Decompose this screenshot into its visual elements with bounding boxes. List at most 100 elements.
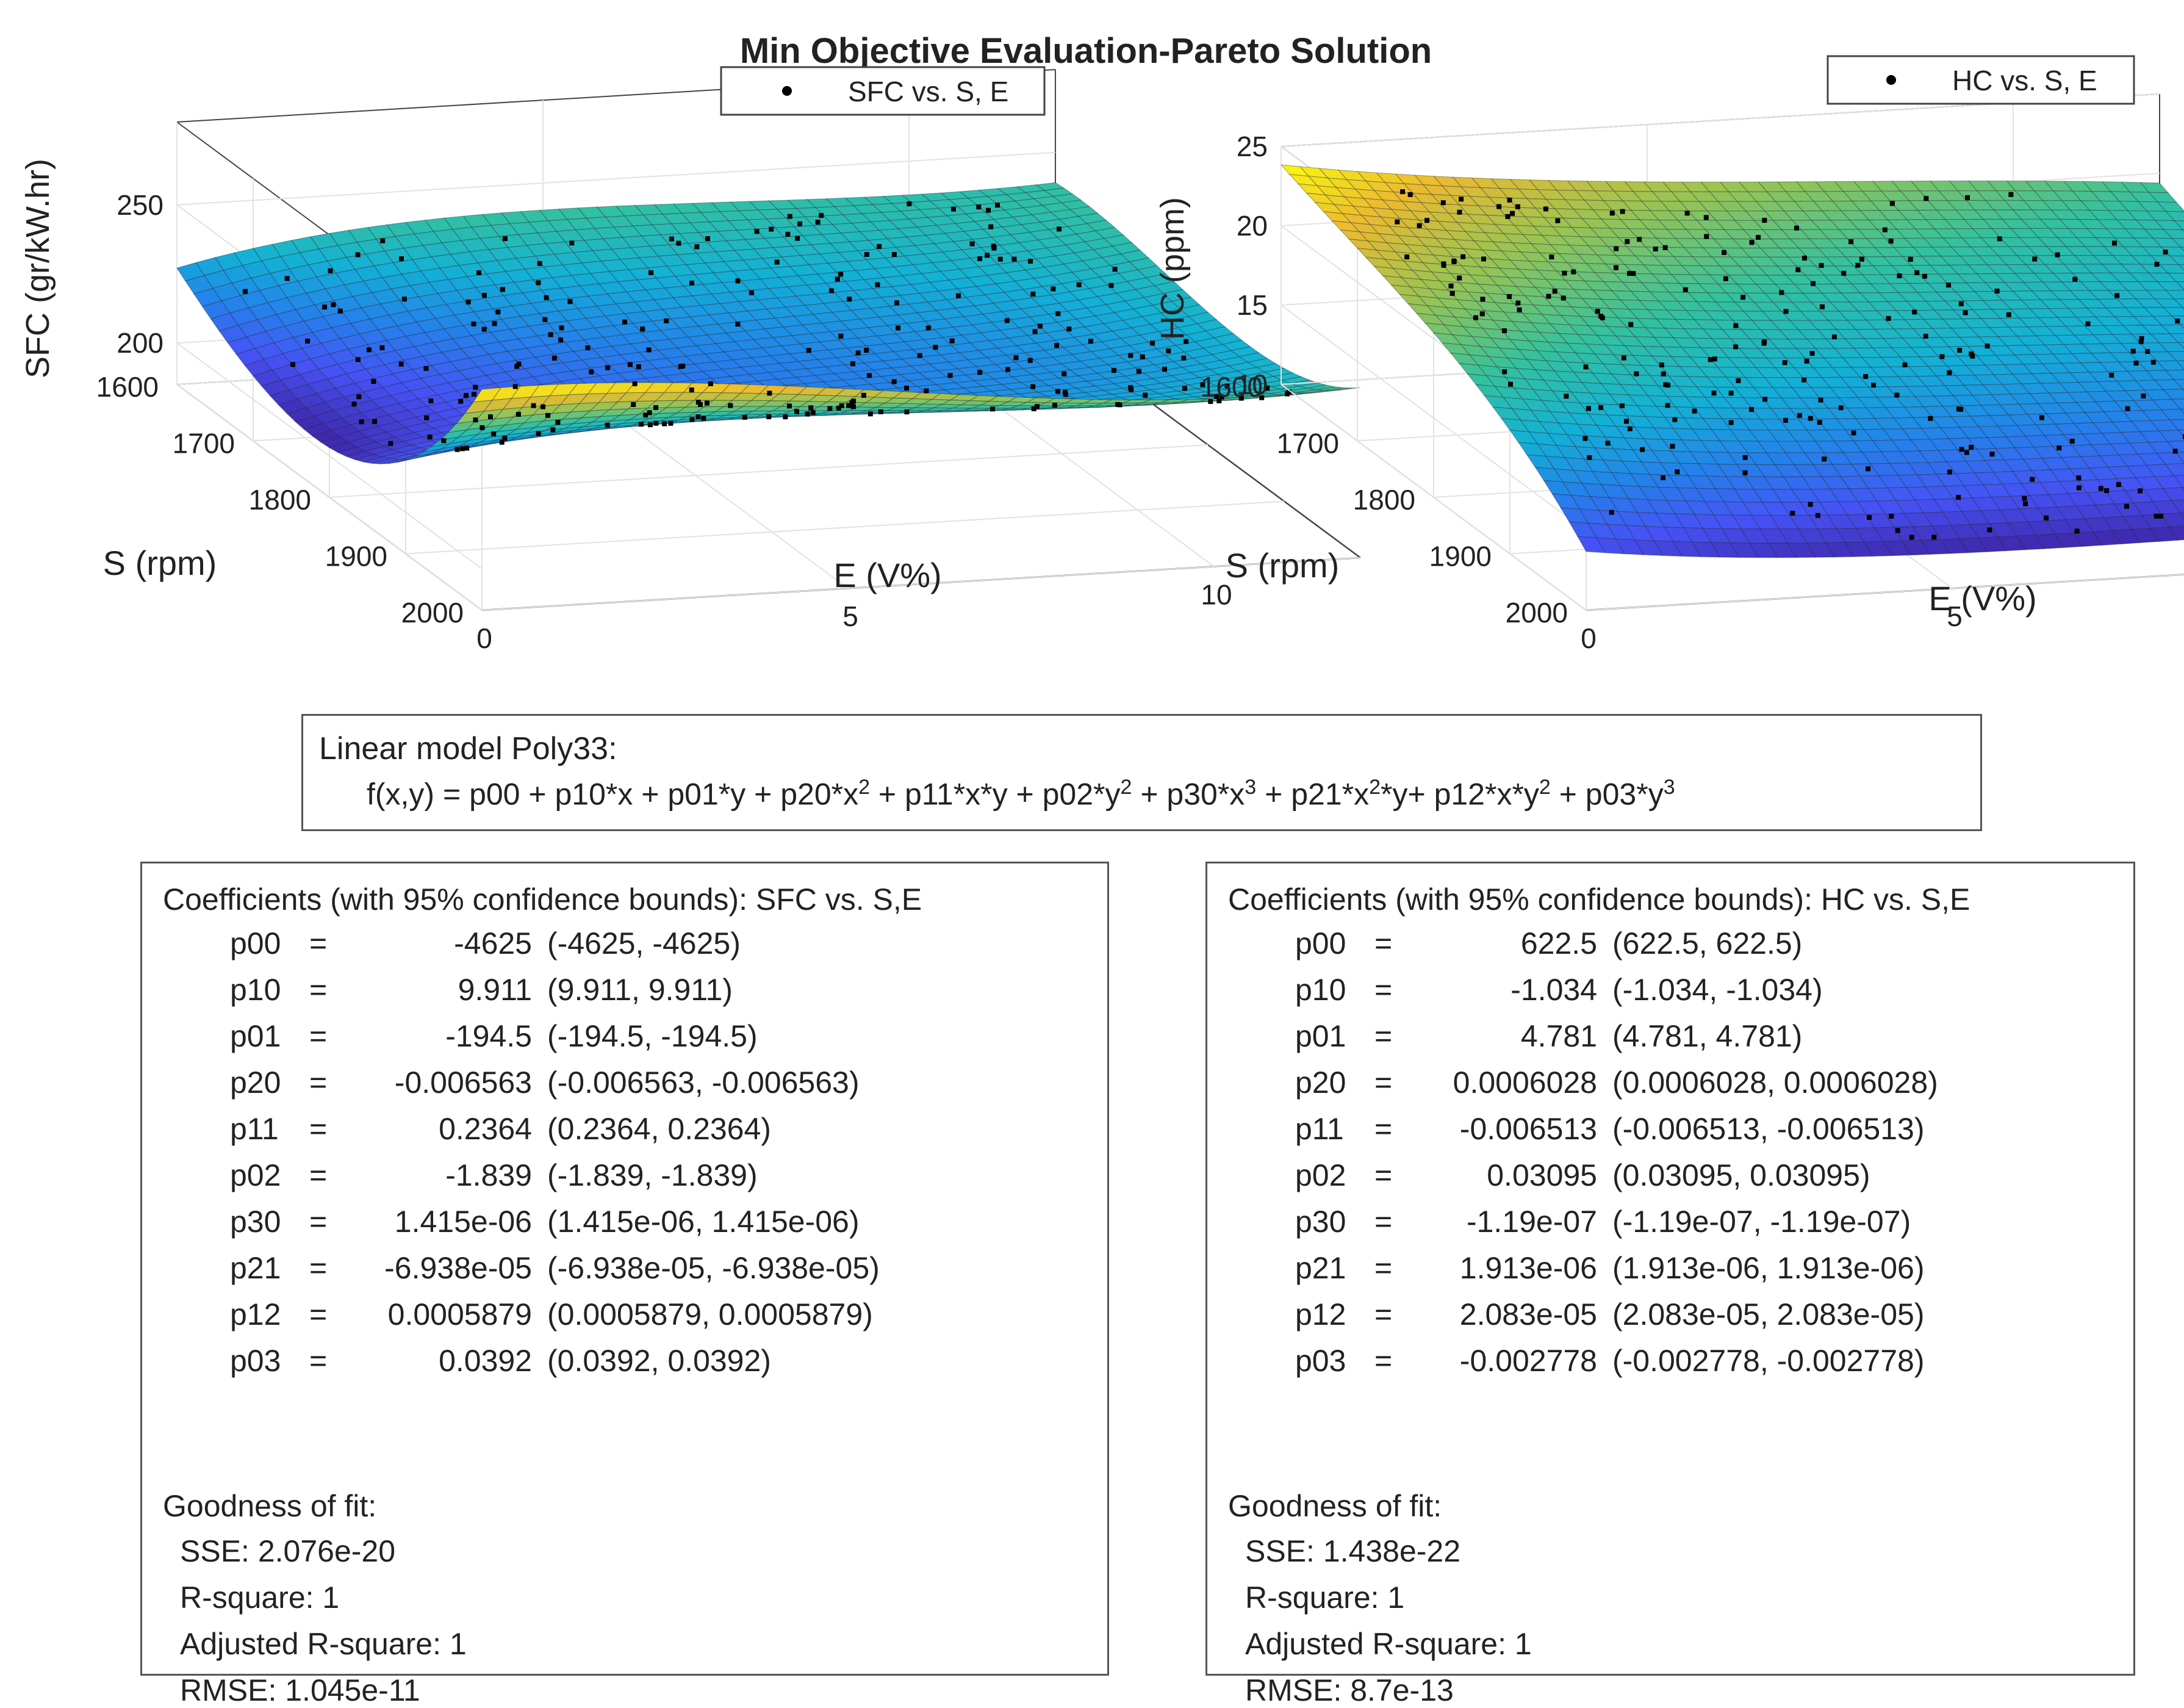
data-point bbox=[689, 417, 694, 422]
sfc-coef-value: 0.2364 bbox=[337, 1111, 532, 1147]
data-point bbox=[933, 345, 938, 350]
sfc-coef-eq: = bbox=[309, 1158, 327, 1193]
data-point bbox=[2175, 319, 2180, 323]
data-point bbox=[998, 257, 1003, 262]
hc-gof-sse: SSE: 1.438e-22 bbox=[1245, 1533, 1460, 1569]
data-point bbox=[783, 414, 788, 419]
data-point bbox=[513, 384, 518, 389]
data-point bbox=[567, 299, 572, 304]
data-point bbox=[864, 252, 869, 257]
data-point bbox=[1013, 355, 1018, 360]
data-point bbox=[352, 402, 357, 406]
hc-coef-eq: = bbox=[1374, 1065, 1392, 1100]
sfc-coef-value: -194.5 bbox=[337, 1018, 532, 1054]
data-point bbox=[399, 256, 404, 261]
data-point bbox=[1939, 354, 1944, 359]
data-point bbox=[1750, 240, 1755, 245]
data-point bbox=[1946, 283, 1951, 287]
hc-coef-bounds: (-1.034, -1.034) bbox=[1612, 972, 1823, 1007]
data-point bbox=[1886, 316, 1891, 321]
data-point bbox=[1441, 200, 1446, 205]
data-point bbox=[1819, 398, 1823, 403]
data-point bbox=[680, 364, 685, 369]
data-point bbox=[2099, 486, 2103, 491]
data-point bbox=[896, 326, 900, 331]
data-point bbox=[1908, 257, 1913, 262]
sfc-coef-value: 0.0005879 bbox=[337, 1297, 532, 1332]
data-point bbox=[622, 320, 627, 325]
data-point bbox=[555, 420, 560, 425]
x-tick-label: 0 bbox=[1581, 622, 1597, 654]
sfc-coef-name: p11 bbox=[230, 1111, 352, 1147]
sfc-coef-value: -1.839 bbox=[337, 1158, 532, 1193]
data-point bbox=[1028, 358, 1033, 363]
data-point bbox=[2056, 445, 2061, 450]
data-point bbox=[856, 350, 861, 355]
data-point bbox=[1762, 339, 1767, 344]
hc-coef-bounds: (-0.002778, -0.002778) bbox=[1612, 1343, 1924, 1378]
sfc-coef-bounds: (0.2364, 0.2364) bbox=[547, 1111, 771, 1147]
data-point bbox=[1704, 234, 1709, 239]
data-point bbox=[367, 347, 372, 352]
data-point bbox=[559, 325, 564, 330]
data-point bbox=[708, 381, 713, 386]
data-point bbox=[1584, 364, 1589, 369]
data-point bbox=[1457, 276, 1462, 281]
y-grid-line bbox=[329, 445, 1208, 497]
sfc-z-axis-label: SFC (gr/kW.hr) bbox=[20, 159, 56, 378]
figure-canvas: Min Objective Evaluation-Pareto Solution… bbox=[0, 0, 2184, 708]
y-grid-line bbox=[406, 502, 1284, 554]
data-point bbox=[1598, 314, 1603, 319]
hc-coef-name: p20 bbox=[1295, 1065, 1417, 1100]
data-point bbox=[460, 446, 465, 451]
data-point bbox=[1055, 389, 1060, 394]
hc-coef-bounds: (1.913e-06, 1.913e-06) bbox=[1612, 1250, 1924, 1286]
data-point bbox=[662, 422, 667, 427]
data-point bbox=[1997, 236, 2002, 241]
data-point bbox=[1733, 323, 1738, 328]
data-point bbox=[1914, 270, 1919, 275]
data-point bbox=[698, 402, 703, 407]
z-tick-label: 250 bbox=[117, 189, 163, 221]
data-point bbox=[605, 366, 610, 370]
sfc-coef-value: 1.415e-06 bbox=[337, 1204, 532, 1239]
data-point bbox=[705, 236, 710, 241]
data-point bbox=[907, 201, 911, 206]
data-point bbox=[1795, 267, 1800, 272]
data-point bbox=[480, 425, 484, 430]
data-point bbox=[1061, 372, 1066, 377]
data-point bbox=[2070, 439, 2075, 444]
data-point bbox=[1108, 283, 1113, 288]
sfc-coef-value: 9.911 bbox=[337, 972, 532, 1007]
data-point bbox=[537, 261, 542, 266]
data-point bbox=[1704, 215, 1709, 220]
data-point bbox=[664, 319, 669, 323]
y-tick-label: 1900 bbox=[1429, 541, 1492, 572]
data-point bbox=[892, 379, 897, 384]
figure-title: Min Objective Evaluation-Pareto Solution bbox=[740, 31, 1432, 71]
data-point bbox=[1460, 254, 1465, 259]
data-point bbox=[305, 339, 310, 344]
data-point bbox=[1995, 289, 2000, 294]
data-point bbox=[1783, 418, 1788, 423]
data-point bbox=[1959, 447, 1964, 452]
data-point bbox=[1924, 196, 1928, 201]
data-point bbox=[1546, 294, 1551, 299]
hc-coef-name: p03 bbox=[1295, 1343, 1417, 1378]
data-point bbox=[1449, 284, 1454, 289]
data-point bbox=[988, 225, 993, 229]
data-point bbox=[1510, 211, 1515, 216]
data-point bbox=[2008, 192, 2013, 197]
data-point bbox=[735, 322, 740, 326]
data-point bbox=[1561, 295, 1566, 300]
data-point bbox=[985, 253, 990, 258]
data-point bbox=[471, 322, 476, 326]
data-point bbox=[1808, 502, 1813, 507]
sfc-legend[interactable]: SFC vs. S, E bbox=[721, 67, 1044, 115]
hc-legend[interactable]: HC vs. S, E bbox=[1828, 56, 2134, 104]
data-point bbox=[1661, 475, 1665, 480]
data-point bbox=[1562, 271, 1567, 276]
data-point bbox=[1113, 267, 1118, 272]
data-point bbox=[1517, 308, 1522, 312]
sfc-coef-name: p21 bbox=[230, 1250, 352, 1286]
